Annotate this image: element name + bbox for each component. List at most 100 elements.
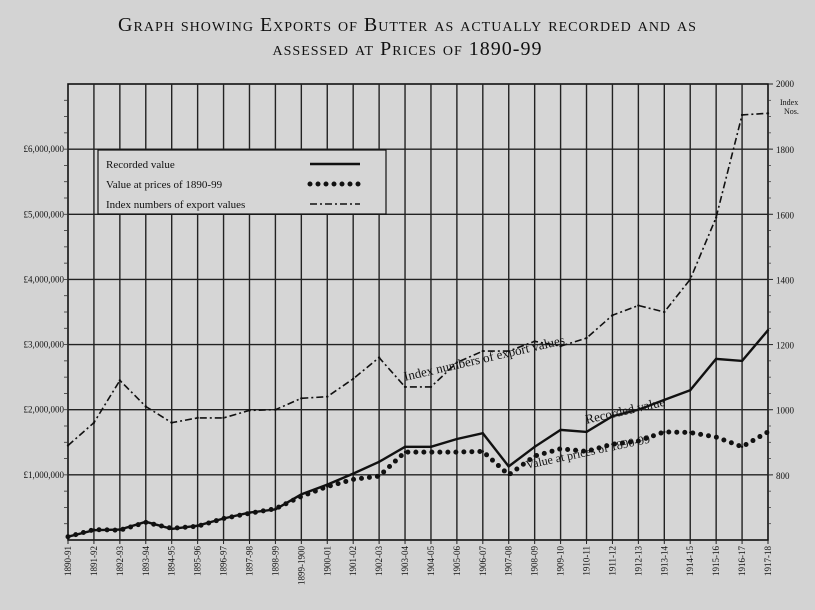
legend-label: Recorded value	[106, 159, 175, 171]
data-point	[481, 431, 485, 435]
data-point	[351, 478, 355, 481]
data-point	[689, 278, 692, 281]
data-point	[533, 454, 536, 458]
x-axis-tick-label: 1907-08	[504, 546, 514, 576]
data-point	[351, 472, 355, 475]
right-axis-tick-label: 1600	[776, 210, 795, 220]
data-point	[689, 431, 692, 434]
data-point	[663, 430, 666, 434]
data-point	[585, 450, 588, 453]
data-point	[533, 445, 536, 449]
x-axis-tick-label: 1911-12	[607, 546, 617, 576]
data-point	[403, 445, 407, 449]
data-point	[92, 528, 96, 531]
data-point	[429, 445, 433, 449]
x-axis-tick-label: 1896-97	[219, 546, 229, 576]
x-axis-tick-label: 1903-04	[400, 546, 410, 576]
data-point	[585, 336, 588, 340]
data-point	[222, 416, 225, 420]
x-axis-tick-label: 1914-15	[685, 546, 695, 576]
data-point	[507, 349, 510, 353]
data-point	[144, 405, 147, 408]
x-axis-tick-label: 1916-17	[737, 546, 747, 576]
data-point	[663, 310, 666, 314]
data-point	[274, 507, 277, 510]
right-axis-label: Index Nos.	[780, 98, 799, 116]
data-point	[714, 435, 718, 439]
legend-label: Index numbers of export values	[106, 199, 245, 211]
x-axis-tick-label: 1908-09	[530, 546, 540, 576]
data-point	[66, 444, 70, 447]
data-point	[429, 450, 433, 454]
data-point	[740, 359, 744, 363]
left-axis-tick-label: £1,000,000	[24, 470, 65, 480]
data-point	[118, 379, 122, 382]
x-axis-tick-label: 1892-93	[115, 546, 125, 576]
data-point	[611, 314, 614, 317]
data-point	[740, 113, 744, 117]
data-point	[351, 377, 355, 380]
data-point	[326, 485, 329, 488]
data-point	[403, 450, 407, 454]
right-axis-tick-label: 1000	[776, 406, 795, 416]
left-axis-tick-label: £4,000,000	[24, 274, 65, 284]
data-point	[403, 385, 407, 389]
right-axis-tick-label: 1800	[776, 145, 795, 155]
left-axis-tick-label: £5,000,000	[24, 209, 65, 219]
data-point	[507, 473, 510, 477]
data-point	[222, 517, 225, 520]
data-point	[300, 397, 303, 400]
x-axis-tick-label: 1906-07	[478, 546, 488, 576]
right-axis-tick-label: 800	[776, 471, 790, 481]
x-axis-tick-label: 1910-11	[582, 546, 592, 576]
data-point	[455, 361, 459, 364]
x-axis-tick-label: 1899-1900	[296, 546, 306, 585]
x-axis-tick-label: 1902-03	[374, 546, 384, 576]
x-axis-tick-label: 1905-06	[452, 546, 462, 576]
x-axis-tick-label: 1897-98	[244, 546, 254, 576]
x-axis-tick-label: 1904-05	[426, 546, 436, 576]
x-axis-tick-label: 1891-92	[89, 546, 99, 576]
data-point	[170, 527, 173, 530]
data-point	[637, 304, 640, 307]
right-axis-tick-label: 2000	[776, 79, 795, 89]
data-point	[481, 450, 485, 453]
data-point	[248, 512, 251, 515]
x-axis-tick-label: 1917-18	[763, 546, 773, 576]
data-point	[66, 535, 70, 538]
x-axis-tick-label: 1901-02	[348, 546, 358, 576]
x-axis-tick-label: 1894-95	[167, 546, 177, 576]
data-point	[766, 112, 770, 115]
data-point	[611, 415, 614, 418]
data-point	[559, 428, 562, 432]
data-point	[689, 388, 692, 392]
data-point	[92, 421, 96, 424]
data-point	[248, 409, 251, 412]
x-axis-tick-label: 1915-16	[711, 546, 721, 576]
x-axis-tick-label: 1912-13	[633, 546, 643, 576]
legend-label: Value at prices of 1890-99	[106, 179, 223, 191]
data-point	[377, 474, 381, 478]
data-point	[714, 216, 718, 219]
data-point	[533, 340, 536, 343]
data-point	[559, 345, 562, 348]
data-point	[766, 430, 770, 434]
data-point	[585, 430, 588, 434]
legend-box	[97, 149, 387, 215]
data-point	[300, 495, 303, 498]
x-axis-tick-label: 1909-10	[556, 546, 566, 576]
data-point	[377, 460, 381, 464]
x-axis-tick-label: 1893-94	[141, 546, 151, 576]
chart-title-line-1: Graph showing Exports of Butter as actua…	[118, 14, 697, 36]
data-point	[637, 408, 640, 411]
data-point	[326, 395, 329, 398]
data-point	[507, 465, 510, 468]
right-axis-tick-label: 1400	[776, 275, 795, 285]
x-axis-tick-label: 1913-14	[659, 546, 669, 576]
data-point	[326, 483, 329, 486]
data-point	[377, 356, 381, 359]
chart-title-line-2: assessed at Prices of 1890-99	[272, 38, 543, 60]
data-point	[637, 439, 640, 443]
